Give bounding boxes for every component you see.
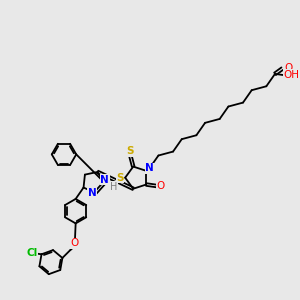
Text: N: N (146, 164, 154, 173)
Text: S: S (127, 146, 134, 156)
Text: O: O (156, 181, 165, 191)
Text: O: O (71, 238, 79, 248)
Text: O: O (285, 63, 293, 73)
Text: N: N (100, 175, 109, 185)
Text: N: N (88, 188, 96, 198)
Text: S: S (116, 173, 124, 183)
Text: OH: OH (283, 70, 299, 80)
Text: Cl: Cl (27, 248, 38, 258)
Text: H: H (110, 182, 118, 192)
